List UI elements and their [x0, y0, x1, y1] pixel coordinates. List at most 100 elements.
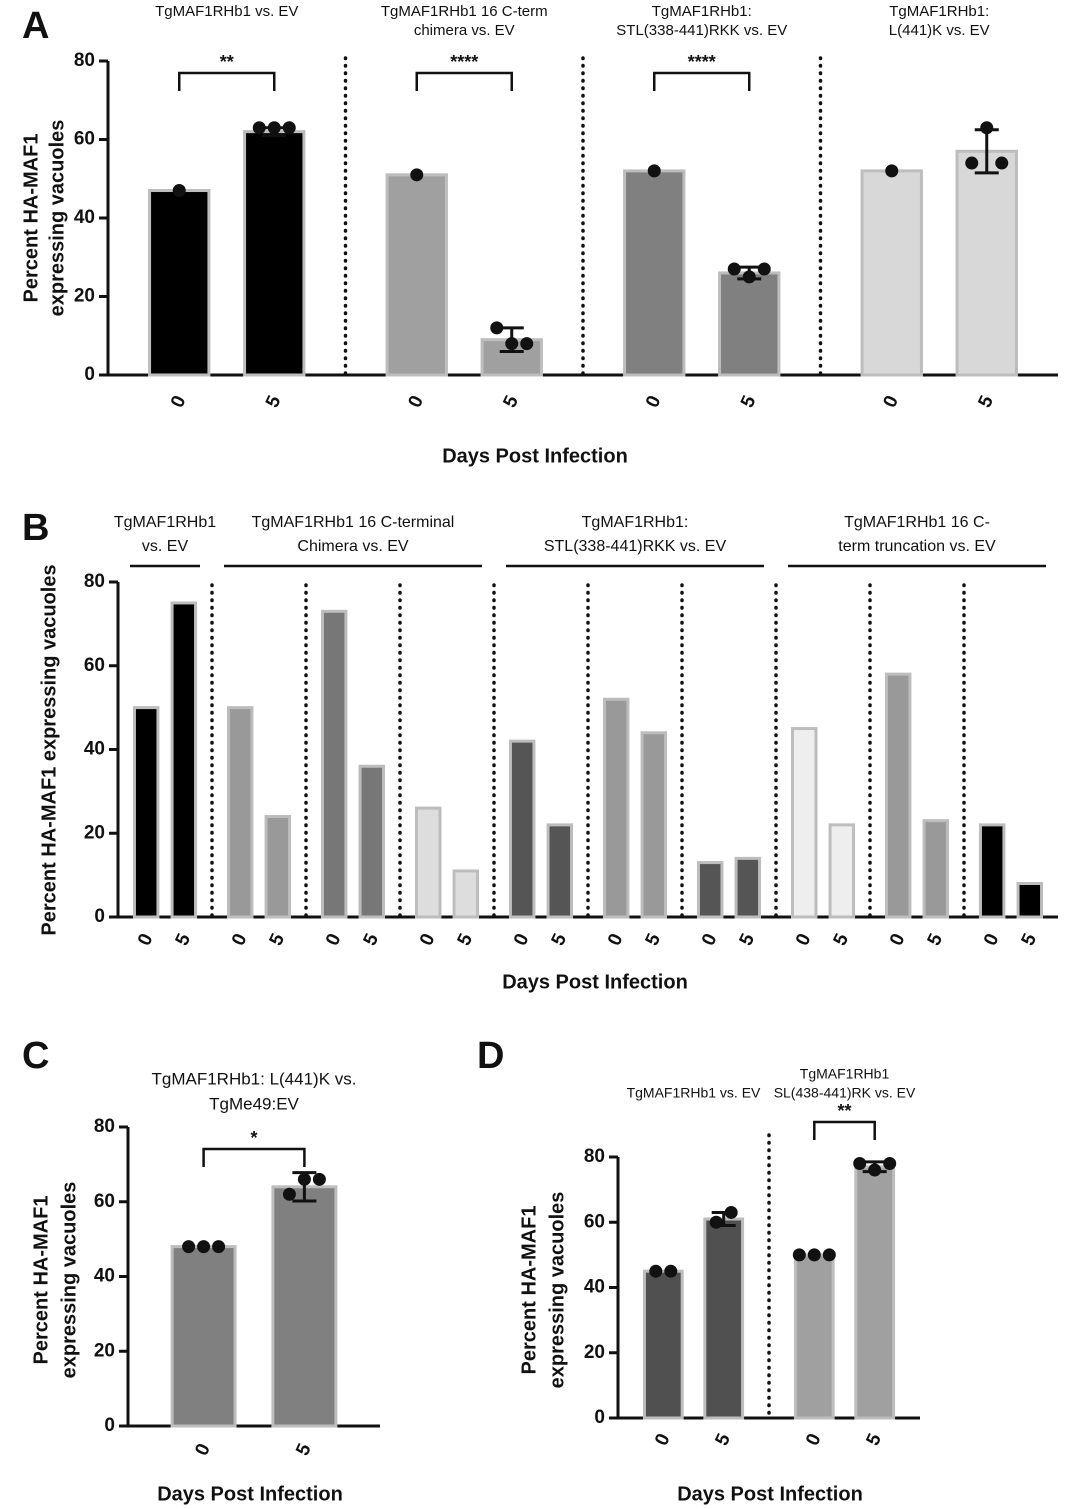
x-tick-label: 0 — [802, 1431, 826, 1449]
group-title: STL(338-441)RKK vs. EV — [544, 538, 727, 555]
group-title: chimera vs. EV — [414, 22, 515, 39]
significance-bracket — [178, 71, 276, 91]
y-tick-label: 40 — [74, 207, 95, 228]
bar — [642, 1269, 684, 1420]
x-tick-label: 5 — [975, 392, 999, 411]
bar — [243, 130, 306, 377]
significance-label: ** — [837, 1101, 851, 1121]
data-point — [212, 1240, 226, 1254]
data-point — [312, 1172, 326, 1186]
data-point — [822, 1248, 836, 1262]
y-tick-label: 0 — [84, 364, 95, 385]
x-tick-label: 0 — [228, 931, 252, 949]
data-point — [965, 156, 979, 170]
group-title: TgMe49:EV — [209, 1094, 299, 1113]
y-tick-label: 60 — [74, 129, 95, 150]
x-tick-label: 5 — [454, 930, 478, 949]
data-point — [664, 1264, 678, 1278]
data-point — [807, 1248, 821, 1262]
group-title: L(441)K vs. EV — [889, 22, 990, 39]
x-tick-label: 0 — [416, 931, 440, 949]
x-tick-label: 0 — [698, 931, 722, 949]
bar — [955, 149, 1018, 377]
x-tick-label: 0 — [642, 393, 666, 411]
data-point — [647, 164, 661, 178]
x-tick-label: 0 — [322, 931, 346, 949]
bar — [602, 697, 630, 919]
y-axis-label: Percent HA-MAF1 — [30, 1196, 52, 1365]
y-tick-label: 0 — [104, 1415, 115, 1436]
data-point — [282, 1187, 296, 1201]
y-tick-label: 20 — [94, 1340, 115, 1361]
significance-bracket — [415, 71, 513, 91]
data-point — [980, 121, 994, 135]
y-tick-label: 40 — [94, 1266, 115, 1287]
y-tick-label: 80 — [584, 1146, 605, 1167]
bar — [860, 169, 923, 377]
x-axis-label: Days Post Infection — [157, 1483, 343, 1505]
group-title: Chimera vs. EV — [297, 538, 408, 555]
y-tick-label: 40 — [84, 739, 105, 760]
data-point — [182, 1240, 196, 1254]
x-tick-label: 5 — [262, 392, 286, 411]
x-tick-label: 5 — [737, 392, 761, 411]
y-tick-label: 20 — [74, 286, 95, 307]
bar — [718, 271, 781, 377]
bar — [358, 764, 386, 919]
bar — [793, 1253, 835, 1420]
group-title: TgMAF1RHb1 — [800, 1066, 890, 1082]
data-point — [490, 321, 504, 335]
x-tick-label: 5 — [548, 930, 572, 949]
bar — [148, 189, 211, 377]
group-title: TgMAF1RHb1: — [582, 514, 689, 531]
y-tick-label: 80 — [84, 571, 105, 592]
group-title: TgMAF1RHb1 vs. EV — [627, 1085, 761, 1101]
bar — [452, 869, 480, 919]
y-axis-label: Percent HA-MAF1 — [518, 1206, 540, 1375]
bar — [264, 815, 292, 919]
x-axis-label: Days Post Infection — [502, 971, 688, 993]
significance-label: **** — [450, 52, 478, 72]
y-tick-label: 60 — [94, 1191, 115, 1212]
y-tick-label: 0 — [94, 906, 105, 927]
data-point — [267, 121, 281, 135]
x-tick-label: 0 — [880, 393, 904, 411]
y-tick-label: 60 — [84, 655, 105, 676]
x-tick-label: 0 — [167, 393, 191, 411]
bar — [854, 1165, 896, 1420]
group-title: TgMAF1RHb1 16 C-terminal — [252, 514, 455, 531]
bar — [170, 601, 198, 919]
bar — [828, 823, 856, 919]
x-tick-label: 0 — [980, 931, 1004, 949]
data-point — [883, 1157, 897, 1171]
data-point — [792, 1248, 806, 1262]
group-title: TgMAF1RHb1: — [889, 3, 989, 20]
x-tick-label: 5 — [863, 1430, 887, 1449]
significance-bracket — [653, 71, 751, 91]
bar — [170, 1245, 237, 1428]
data-point — [282, 121, 296, 135]
x-tick-label: 0 — [604, 931, 628, 949]
data-point — [868, 1163, 882, 1177]
data-point — [742, 270, 756, 284]
bar — [226, 706, 254, 919]
data-point — [252, 121, 266, 135]
x-tick-label: 0 — [134, 931, 158, 949]
bar — [696, 861, 724, 919]
significance-label: **** — [688, 52, 716, 72]
x-tick-label: 5 — [1018, 930, 1042, 949]
data-point — [172, 184, 186, 198]
panel-label: D — [477, 1035, 504, 1077]
group-title: TgMAF1RHb1 16 C-term — [381, 3, 548, 20]
data-point — [757, 262, 771, 276]
panel-label: C — [22, 1035, 49, 1077]
y-tick-label: 40 — [584, 1277, 605, 1298]
significance-label: ** — [220, 52, 234, 72]
y-axis-label: Percent HA-MAF1 expressing vacuoles — [38, 564, 60, 935]
x-axis-label: Days Post Infection — [677, 1483, 863, 1505]
group-title: STL(338-441)RKK vs. EV — [616, 22, 787, 39]
data-point — [853, 1157, 867, 1171]
significance-bracket — [813, 1120, 876, 1140]
data-point — [505, 337, 519, 351]
y-tick-label: 20 — [584, 1342, 605, 1363]
